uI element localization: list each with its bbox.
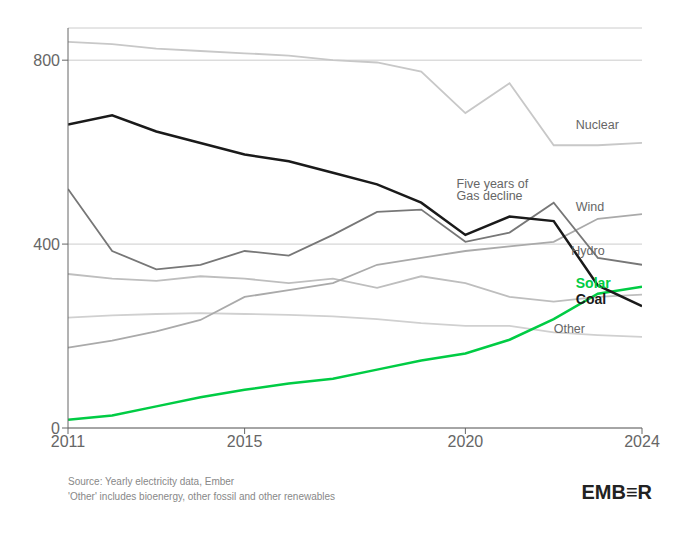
svg-text:400: 400 bbox=[33, 236, 60, 253]
svg-text:Five years of: Five years of bbox=[456, 177, 529, 192]
svg-text:0: 0 bbox=[51, 420, 60, 437]
svg-text:Other: Other bbox=[554, 322, 585, 336]
svg-text:Gas decline: Gas decline bbox=[457, 189, 523, 203]
svg-text:Coal: Coal bbox=[576, 291, 606, 307]
html-text:EMB≡R: EMB≡R bbox=[581, 481, 652, 503]
svg-text:800: 800 bbox=[33, 52, 60, 69]
svg-text:Hydro: Hydro bbox=[571, 244, 604, 258]
svg-text:2020: 2020 bbox=[448, 433, 484, 450]
svg-text:2015: 2015 bbox=[227, 433, 263, 450]
svg-text:2024: 2024 bbox=[624, 433, 660, 450]
svg-text:Nuclear: Nuclear bbox=[576, 118, 619, 132]
html-text:Source: Yearly electricity dat: Source: Yearly electricity data, Ember bbox=[68, 476, 235, 487]
html-text:'Other' includes bioenergy, ot: 'Other' includes bioenergy, other fossil… bbox=[68, 491, 336, 502]
svg-text:Wind: Wind bbox=[576, 200, 605, 214]
svg-text:2011: 2011 bbox=[50, 433, 86, 451]
svg-text:Solar: Solar bbox=[576, 275, 612, 291]
